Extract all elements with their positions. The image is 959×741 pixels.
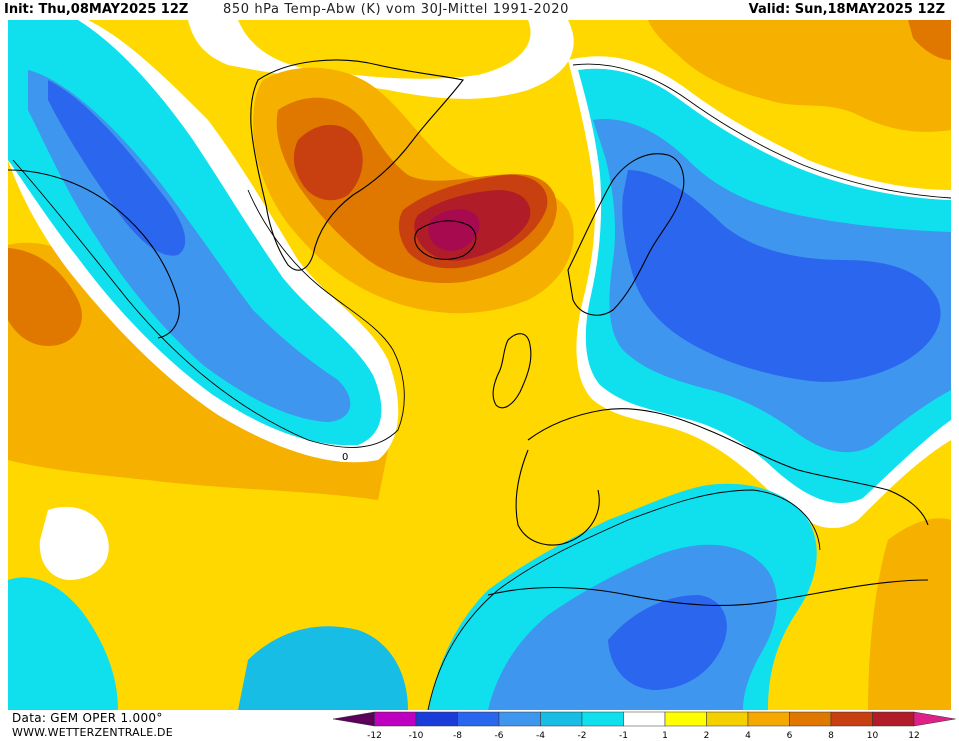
contour-label-zero: 0 [342,452,348,463]
legend-swatch [333,711,375,727]
color-legend: -12 -10 -8 -6 -4 -2 -1 1 2 4 6 8 10 12 [333,711,956,741]
zero-contour-europe [572,63,951,199]
legend-tick-label: -1 [619,731,628,741]
init-time: Init: Thu,08MAY2025 12Z [4,2,189,17]
legend-swatch [498,711,541,727]
legend-swatch [706,711,749,727]
legend-tick-label: -10 [409,731,424,741]
legend-swatch [415,711,458,727]
legend-swatch [581,711,624,727]
zero-contour [12,63,951,710]
field-cold-core-nw [48,80,186,256]
legend-tick-label: -8 [453,731,462,741]
coastline-iceland [414,220,477,260]
map-header: Init: Thu,08MAY2025 12Z 850 hPa Temp-Abw… [0,0,959,20]
zero-contour-atlantic [12,159,405,448]
field-deepblue-south [608,595,727,690]
field-orange-ne [648,20,951,132]
coastlines [8,59,929,607]
field-cold-mid-south [238,626,408,710]
legend-tick-label: -4 [536,731,545,741]
coastline-britain [492,333,532,409]
map-footer: Data: GEM OPER 1.000° WWW.WETTERZENTRALE… [0,710,959,741]
anomaly-field [8,20,951,710]
coastline-scandinavia [567,153,685,316]
legend-tick-label: 8 [828,731,834,741]
legend-tick-label: 10 [867,731,879,741]
legend-swatch [747,711,790,727]
field-warm-greenland [238,20,531,79]
legend-tick-label: 12 [908,731,919,741]
legend-swatch [374,711,417,727]
legend-tick-label: 4 [745,731,751,741]
field-deepblue-europe [622,170,941,382]
legend-swatch [623,711,666,727]
field-magenta-iceland [428,209,480,251]
legend-tick-label: 1 [662,731,668,741]
legend-swatch [872,711,915,727]
legend-tick-label: -12 [367,731,382,741]
coastline-iberia [515,449,600,546]
legend-tick-label: -2 [578,731,587,741]
legend-tick-label: -6 [495,731,504,741]
website-label: WWW.WETTERZENTRALE.DE [12,726,173,739]
valid-time: Valid: Sun,18MAY2025 12Z [748,2,945,17]
legend-tick-label: 2 [704,731,710,741]
field-neutral-sw [39,506,109,580]
contour-labels: 0 [340,450,350,463]
coastline-europe [527,408,929,526]
field-darkorange-ne [908,20,951,60]
coastline-africa [487,579,929,607]
data-source-label: Data: GEM OPER 1.000° [12,711,163,725]
field-orange-west [8,248,82,346]
contour-label-box [340,450,350,462]
legend-swatch [664,711,707,727]
field-red-greenland [293,124,363,201]
map-title: 850 hPa Temp-Abw (K) vom 30J-Mittel 1991… [223,2,569,17]
legend-swatch [540,711,583,727]
anomaly-map: 0 [8,20,951,710]
field-cold-sw [8,577,118,710]
legend-swatch [913,711,956,727]
coastline-greenland [250,59,464,271]
legend-swatch [457,711,500,727]
zero-contour-south [427,489,821,710]
legend-tick-label: 6 [787,731,793,741]
legend-swatch [830,711,873,727]
field-orange-se [868,518,951,710]
legend-swatch [789,711,832,727]
coastline-canada [8,169,180,339]
